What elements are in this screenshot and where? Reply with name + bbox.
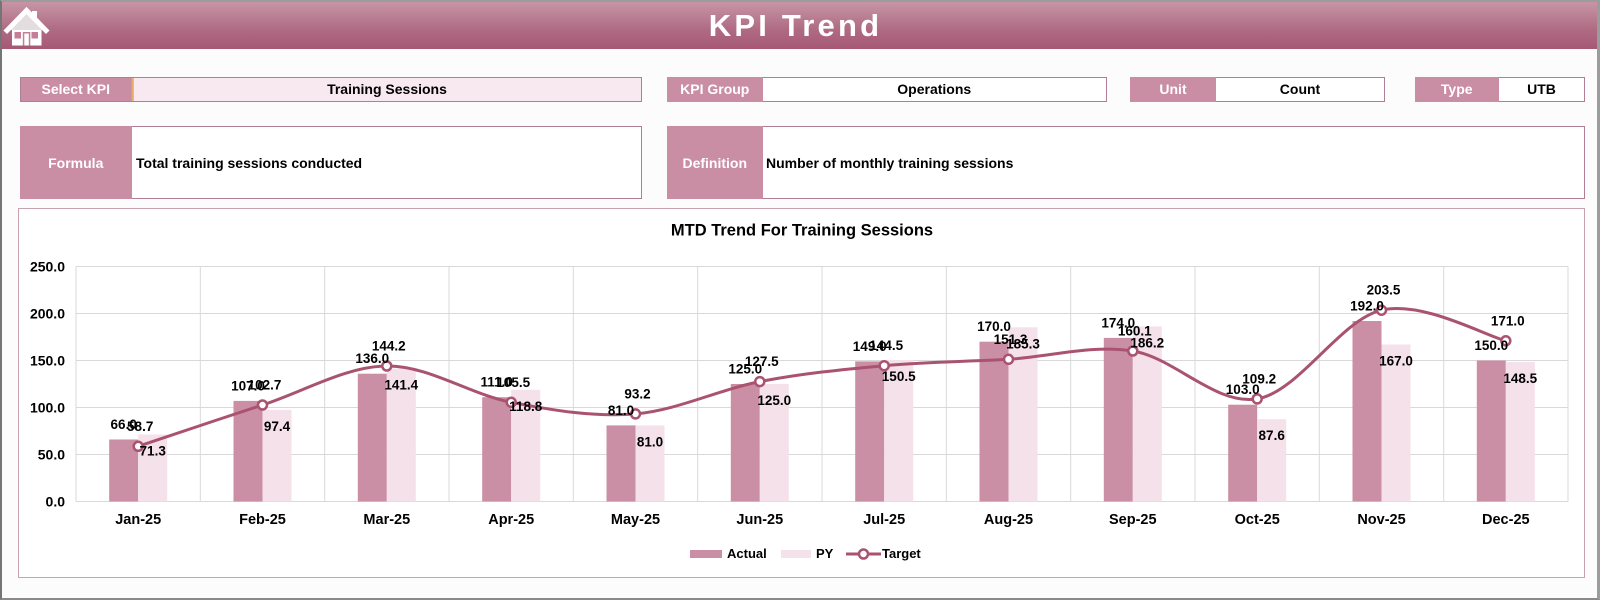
svg-text:127.5: 127.5 xyxy=(745,354,779,369)
svg-text:160.1: 160.1 xyxy=(1118,324,1152,339)
svg-text:Mar-25: Mar-25 xyxy=(363,512,410,528)
svg-text:125.0: 125.0 xyxy=(728,362,762,377)
svg-text:Aug-25: Aug-25 xyxy=(984,512,1033,528)
svg-text:81.0: 81.0 xyxy=(608,403,634,418)
svg-text:58.7: 58.7 xyxy=(127,419,153,434)
svg-text:Feb-25: Feb-25 xyxy=(239,512,286,528)
svg-text:149.0: 149.0 xyxy=(853,339,887,354)
svg-text:170.0: 170.0 xyxy=(977,319,1011,334)
svg-text:200.0: 200.0 xyxy=(30,306,65,322)
svg-text:118.8: 118.8 xyxy=(509,399,543,414)
svg-text:66.0: 66.0 xyxy=(111,417,137,432)
svg-text:MTD Trend For Training Session: MTD Trend For Training Sessions xyxy=(671,222,933,240)
svg-text:Target: Target xyxy=(882,546,921,561)
svg-text:Nov-25: Nov-25 xyxy=(1357,512,1405,528)
svg-text:81.0: 81.0 xyxy=(637,434,663,449)
svg-text:Dec-25: Dec-25 xyxy=(1482,512,1530,528)
svg-text:PY: PY xyxy=(816,546,834,561)
svg-text:Oct-25: Oct-25 xyxy=(1235,512,1280,528)
svg-text:150.0: 150.0 xyxy=(1474,338,1508,353)
svg-text:50.0: 50.0 xyxy=(38,447,65,463)
svg-text:151.3: 151.3 xyxy=(994,332,1028,347)
svg-text:150.0: 150.0 xyxy=(30,353,65,369)
svg-text:100.0: 100.0 xyxy=(30,400,65,416)
svg-text:167.0: 167.0 xyxy=(1379,354,1413,369)
svg-text:93.2: 93.2 xyxy=(624,386,650,401)
svg-text:111.0: 111.0 xyxy=(481,375,513,390)
svg-text:71.3: 71.3 xyxy=(140,444,167,459)
svg-text:Actual: Actual xyxy=(727,546,767,561)
svg-text:Jun-25: Jun-25 xyxy=(736,512,783,528)
svg-text:171.0: 171.0 xyxy=(1491,313,1525,328)
svg-text:125.0: 125.0 xyxy=(757,393,791,408)
svg-text:185.3: 185.3 xyxy=(1006,336,1040,351)
svg-text:105.5: 105.5 xyxy=(496,375,530,390)
svg-text:Apr-25: Apr-25 xyxy=(488,512,534,528)
svg-text:0.0: 0.0 xyxy=(46,494,66,510)
svg-text:174.0: 174.0 xyxy=(1101,315,1135,330)
svg-text:97.4: 97.4 xyxy=(264,419,291,434)
svg-text:87.6: 87.6 xyxy=(1259,428,1286,443)
svg-text:192.0: 192.0 xyxy=(1350,299,1384,314)
svg-text:250.0: 250.0 xyxy=(30,259,65,275)
svg-text:109.2: 109.2 xyxy=(1242,371,1276,386)
svg-text:102.7: 102.7 xyxy=(248,378,282,393)
svg-text:May-25: May-25 xyxy=(611,512,660,528)
svg-text:150.5: 150.5 xyxy=(882,369,916,384)
svg-text:203.5: 203.5 xyxy=(1367,283,1401,298)
svg-text:103.0: 103.0 xyxy=(1226,382,1260,397)
svg-text:Sep-25: Sep-25 xyxy=(1109,512,1157,528)
svg-text:107.0: 107.0 xyxy=(231,378,265,393)
svg-text:148.5: 148.5 xyxy=(1503,371,1537,386)
svg-text:136.0: 136.0 xyxy=(355,351,389,366)
svg-text:144.5: 144.5 xyxy=(869,338,903,353)
svg-text:Jul-25: Jul-25 xyxy=(863,512,905,528)
svg-text:144.2: 144.2 xyxy=(372,339,406,354)
svg-text:186.2: 186.2 xyxy=(1130,336,1164,351)
svg-text:Jan-25: Jan-25 xyxy=(115,512,161,528)
svg-text:141.4: 141.4 xyxy=(384,378,418,393)
